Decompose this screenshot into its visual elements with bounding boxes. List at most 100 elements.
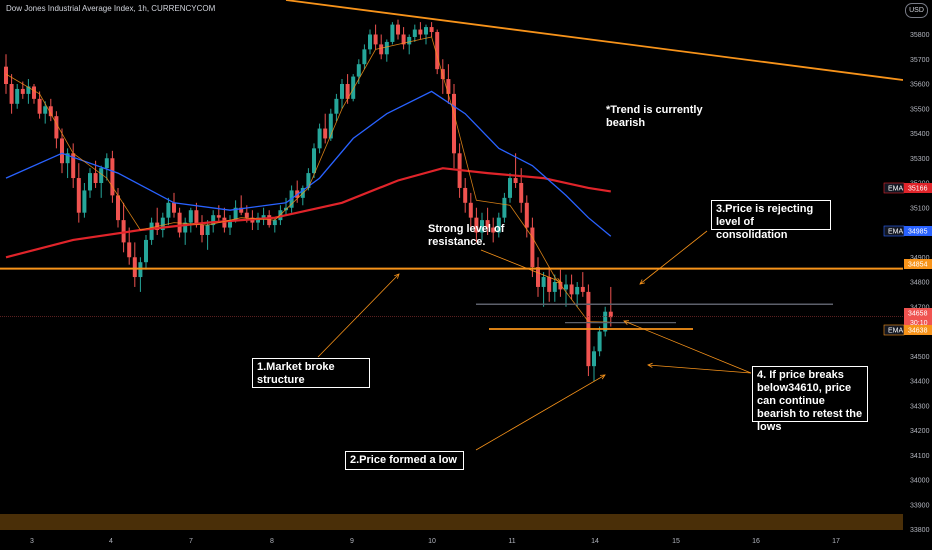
candle-body (379, 44, 384, 55)
candle-body (485, 220, 490, 228)
candle-body (569, 284, 574, 295)
candle-body (160, 217, 165, 231)
price-tag-value: 35166 (908, 186, 928, 193)
price-tag-value: 34854 (908, 262, 928, 269)
candle-body (54, 116, 59, 139)
candle-body (317, 128, 322, 149)
candle-body (166, 202, 171, 218)
candle-body (76, 178, 81, 213)
resistance-note: Strong level of resistance. (428, 223, 505, 248)
candle-body (552, 282, 557, 292)
arrow-head (394, 273, 400, 279)
candle-body (104, 158, 109, 169)
candle-body (597, 331, 602, 352)
candle-body (524, 202, 529, 228)
time-axis[interactable]: 3 4 7 8 9 10 11 14 15 16 17 (0, 532, 932, 550)
candle-body (340, 84, 344, 99)
time-tick: 4 (109, 538, 113, 545)
candle-body (513, 178, 518, 183)
time-axis-bg (0, 532, 932, 550)
annotation-arrow (623, 320, 752, 374)
candle-body (65, 153, 70, 164)
tag-prefix: EMA (888, 229, 904, 236)
candle-body (502, 197, 507, 218)
candle-body (127, 242, 132, 258)
candle-body (541, 277, 546, 287)
descending-trendline (285, 0, 904, 81)
candle-body (261, 215, 266, 218)
candle-body (390, 24, 395, 42)
annotation-arrow (475, 374, 606, 451)
time-tick: 14 (591, 538, 599, 545)
candle-body (592, 351, 596, 367)
candle-body (362, 49, 367, 65)
candle-body (474, 217, 479, 233)
candle-body (132, 257, 137, 278)
candle-body (272, 220, 277, 226)
candle-body (429, 27, 434, 33)
candle-body (496, 217, 501, 233)
price-tick: 35600 (910, 82, 930, 89)
price-tick: 35300 (910, 156, 930, 163)
candle-body (228, 220, 232, 228)
candle-body (351, 76, 356, 99)
candles-layer (4, 19, 613, 381)
candle-body (401, 34, 406, 45)
candle-body (267, 215, 272, 226)
candle-body (384, 41, 389, 55)
candle-body (480, 220, 484, 233)
price-tag-value: 34638 (908, 328, 928, 335)
candle-body (200, 225, 204, 235)
price-tick: 33900 (910, 502, 930, 509)
time-tick: 16 (752, 538, 760, 545)
drawings-layer (0, 0, 904, 451)
candle-body (188, 210, 193, 223)
candle-body (233, 207, 238, 221)
arrow-head (599, 374, 606, 380)
price-tag-timer: 30:10 (910, 320, 928, 327)
candle-body (93, 173, 98, 183)
ema-blue-line (5, 90, 612, 237)
candle-body (435, 32, 440, 70)
price-tick: 34800 (910, 280, 930, 287)
candle-body (334, 98, 339, 114)
ema-layer (5, 36, 612, 323)
price-tick: 35400 (910, 131, 930, 138)
annotation-arrow (317, 273, 400, 358)
candle-body (323, 128, 328, 139)
candle-body (110, 158, 115, 196)
candle-body (99, 168, 104, 183)
arrow-head (647, 362, 653, 368)
price-tag-value: 34658 (908, 311, 928, 318)
arrow-head (639, 279, 645, 285)
price-tick: 34300 (910, 403, 930, 410)
annotation-arrow (480, 249, 562, 283)
candle-body (452, 93, 456, 154)
currency-button[interactable]: USD (905, 3, 928, 18)
price-tick: 35100 (910, 205, 930, 212)
candle-body (32, 86, 36, 99)
time-tick: 3 (30, 538, 34, 545)
candle-body (373, 34, 378, 45)
candle-body (580, 286, 585, 292)
candle-body (9, 84, 14, 104)
candle-body (564, 284, 568, 290)
price-tick: 34900 (910, 255, 930, 262)
candle-body (491, 227, 496, 233)
candle-body (418, 29, 423, 35)
candle-body (463, 187, 468, 203)
candle-body (328, 113, 333, 139)
arrow-head (555, 278, 562, 283)
candle-body (508, 178, 512, 198)
price-tick: 35500 (910, 106, 930, 113)
price-tag-box (904, 226, 932, 236)
candle-body (71, 153, 76, 179)
candle-body (244, 212, 249, 218)
candle-body (530, 227, 535, 268)
candle-body (211, 215, 216, 226)
candle-body (536, 267, 540, 287)
candle-body (407, 36, 412, 45)
candle-body (194, 210, 199, 226)
